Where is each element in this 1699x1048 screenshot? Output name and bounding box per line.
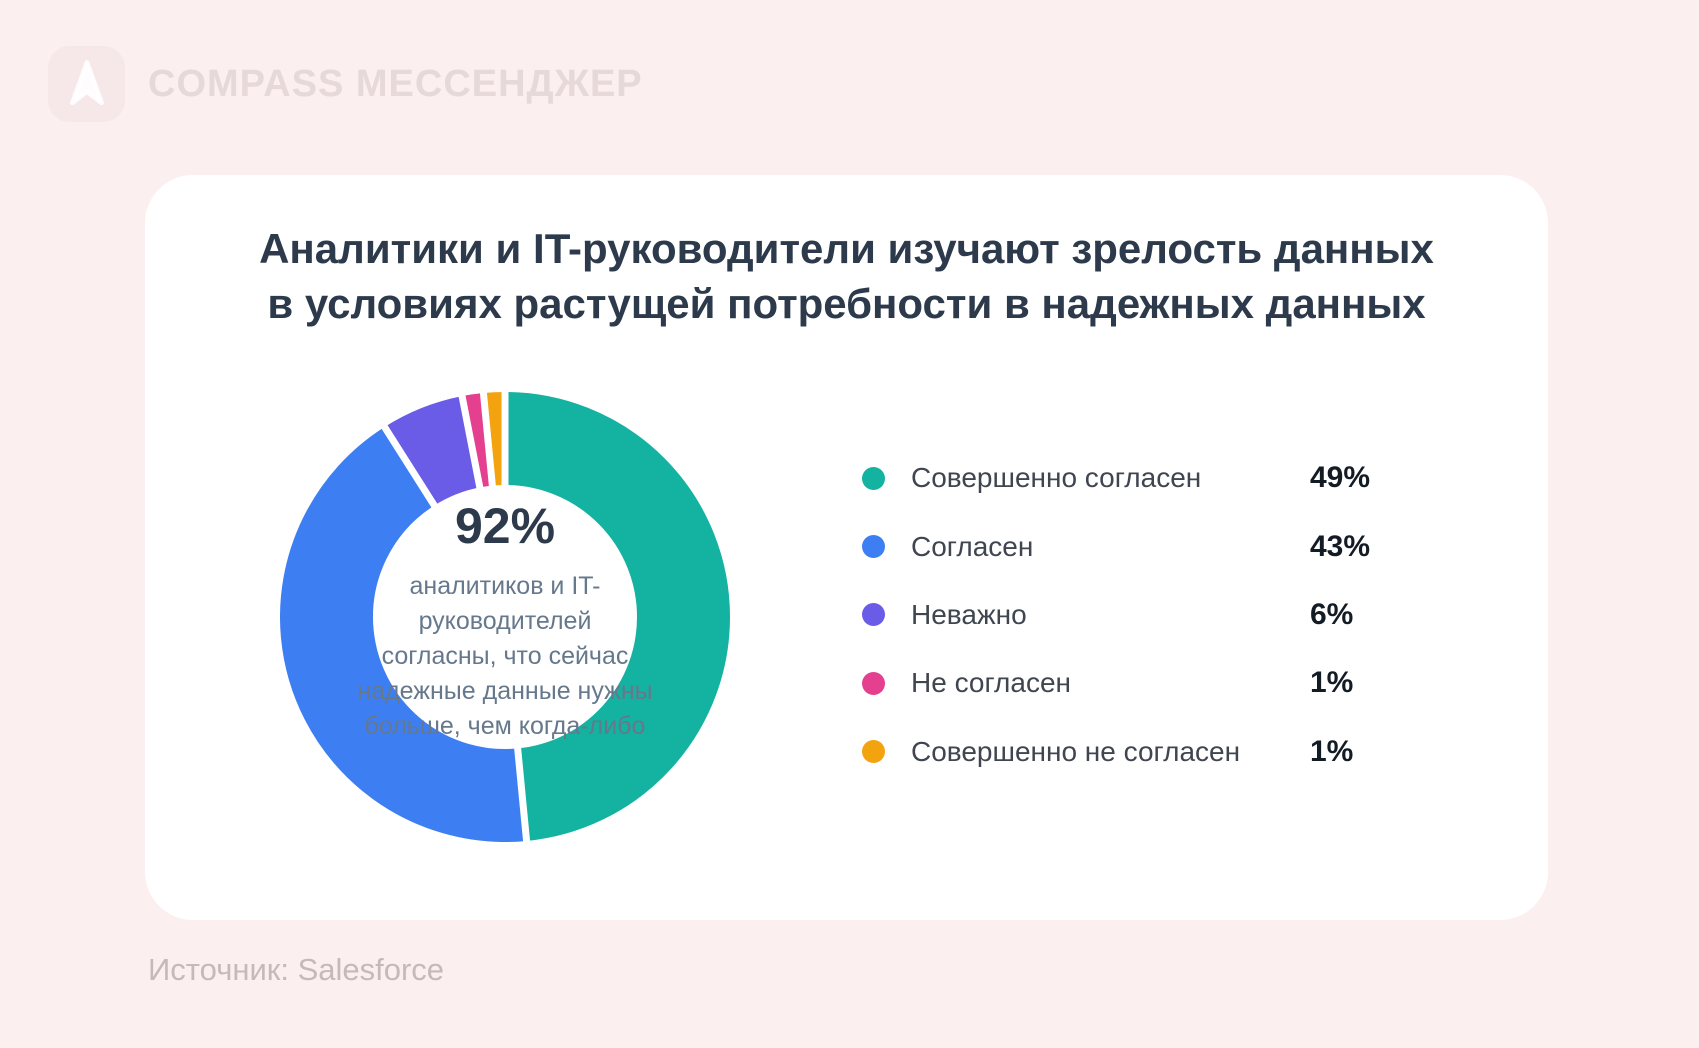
donut-segment-separator: [458, 393, 509, 618]
donut-chart-svg: [280, 392, 730, 842]
legend-value: 1%: [1310, 734, 1354, 768]
legend-color-dot: [862, 603, 885, 627]
legend-value: 6%: [1310, 597, 1354, 631]
legend-color-dot: [862, 466, 885, 490]
donut-center-value: 92%: [454, 497, 556, 554]
chart-title: Аналитики и IT-руководители изучают зрел…: [259, 225, 1434, 327]
app-header: COMPASS МЕССЕНДЖЕР: [48, 46, 643, 122]
legend-label: Не согласен: [911, 667, 1072, 699]
donut-segment-separator: [501, 616, 531, 842]
legend-item: Не согласен 1%: [862, 649, 1382, 717]
compass-logo: [48, 46, 125, 122]
donut-center-description: аналитиков и IT-руководителей согласны, …: [357, 571, 653, 740]
legend-label: Совершенно согласен: [911, 462, 1202, 494]
legend-label: Совершенно не согласен: [911, 735, 1241, 767]
source-caption: Источник: Salesforce: [148, 952, 445, 987]
legend-item: Согласен 43%: [862, 512, 1382, 580]
legend-value: 1%: [1310, 666, 1354, 700]
legend-value: 49%: [1310, 461, 1371, 495]
legend-item: Совершенно согласен 49%: [862, 444, 1382, 512]
infographic-card: Аналитики и IT-руководители изучают зрел…: [145, 175, 1548, 920]
donut-segment-separator: [380, 423, 508, 619]
legend-value: 43%: [1310, 529, 1371, 563]
legend-color-dot: [862, 535, 885, 559]
legend-item: Неважно 6%: [862, 581, 1382, 649]
donut-segment-separator: [479, 392, 509, 618]
navigation-arrow-icon: [69, 60, 104, 106]
legend-item: Совершенно не согласен 1%: [862, 718, 1382, 786]
donut-center: 92% аналитиков и IT-руководителей соглас…: [350, 462, 660, 772]
legend-color-dot: [862, 671, 885, 695]
legend-label: Неважно: [911, 598, 1027, 630]
legend-color-dot: [862, 740, 885, 764]
donut-chart: 92% аналитиков и IT-руководителей соглас…: [280, 392, 730, 842]
brand-name: COMPASS МЕССЕНДЖЕР: [148, 62, 643, 105]
chart-legend: Совершенно согласен 49% Согласен 43% Нев…: [862, 444, 1382, 786]
legend-label: Согласен: [911, 530, 1034, 562]
